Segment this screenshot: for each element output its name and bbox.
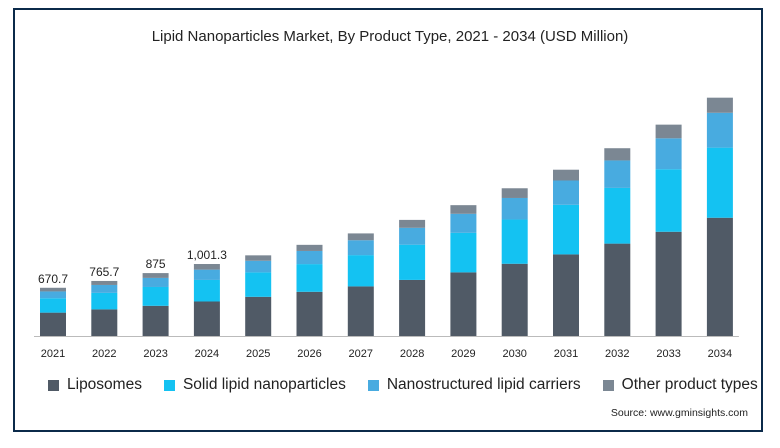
bar-segment-liposomes-2031 — [553, 254, 579, 336]
x-tick-label-2026: 2026 — [297, 348, 321, 360]
bar-segment-nanostructured-lipid-carriers-2021 — [40, 291, 66, 299]
bar-segment-other-product-types-2027 — [347, 233, 374, 241]
bar-segment-liposomes-2034 — [706, 217, 733, 336]
bar-segment-nanostructured-lipid-carriers-2023 — [142, 277, 169, 287]
bar-segment-other-product-types-2025 — [245, 255, 272, 261]
bar-segment-nanostructured-lipid-carriers-2028 — [399, 227, 426, 245]
legend-swatch — [163, 379, 175, 391]
x-tick-label-2034: 2034 — [708, 348, 732, 360]
x-tick-label-2027: 2027 — [349, 348, 373, 360]
x-tick-label-2033: 2033 — [656, 348, 680, 360]
bar-segment-nanostructured-lipid-carriers-2024 — [193, 269, 220, 280]
bar-segment-nanostructured-lipid-carriers-2031 — [553, 180, 579, 205]
bar-segment-solid-lipid-nanoparticles-2022 — [91, 292, 118, 310]
bar-segment-solid-lipid-nanoparticles-2025 — [245, 272, 272, 297]
bar-segment-liposomes-2028 — [399, 279, 426, 336]
bar-segment-liposomes-2026 — [296, 291, 323, 336]
bar-segment-other-product-types-2023 — [142, 273, 169, 278]
bar-segment-nanostructured-lipid-carriers-2022 — [91, 284, 118, 293]
data-label-2023: 875 — [146, 257, 166, 271]
x-tick-label-2025: 2025 — [246, 348, 270, 360]
bar-segment-solid-lipid-nanoparticles-2034 — [706, 147, 733, 218]
data-label-2021: 670.7 — [38, 272, 68, 286]
bar-segment-other-product-types-2022 — [91, 280, 118, 285]
x-tick-label-2032: 2032 — [605, 348, 629, 360]
bar-segment-nanostructured-lipid-carriers-2034 — [706, 112, 733, 148]
legend-swatch — [48, 379, 59, 391]
x-tick-label-2022: 2022 — [92, 348, 116, 360]
x-tick-label-2031: 2031 — [554, 348, 578, 360]
bar-segment-other-product-types-2029 — [450, 205, 477, 214]
legend-item-solid-lipid-nanoparticles: Solid lipid nanoparticles — [163, 376, 346, 394]
bar-segment-liposomes-2021 — [40, 312, 66, 336]
bar-segment-other-product-types-2024 — [193, 264, 220, 270]
data-label-2022: 765.7 — [89, 265, 119, 279]
bar-segment-solid-lipid-nanoparticles-2021 — [40, 298, 66, 313]
legend-label: Solid lipid nanoparticles — [182, 376, 346, 393]
bar-segment-liposomes-2033 — [655, 231, 682, 336]
bar-segment-other-product-types-2034 — [706, 97, 733, 113]
chart-frame — [13, 8, 763, 432]
x-tick-label-2028: 2028 — [400, 348, 424, 360]
bar-segment-other-product-types-2031 — [553, 169, 579, 181]
bar-segment-nanostructured-lipid-carriers-2027 — [347, 240, 374, 256]
data-label-2024: 1,001.3 — [187, 248, 227, 262]
legend-label: Nanostructured lipid carriers — [386, 376, 581, 393]
source-note: Source: www.gminsights.com — [610, 407, 748, 419]
chart-title: Lipid Nanoparticles Market, By Product T… — [151, 28, 629, 45]
legend-swatch — [367, 379, 379, 391]
x-tick-label-2030: 2030 — [502, 348, 526, 360]
x-tick-label-2021: 2021 — [41, 348, 65, 360]
bar-segment-liposomes-2024 — [193, 301, 220, 336]
bar-segment-solid-lipid-nanoparticles-2029 — [450, 232, 477, 273]
bar-segment-nanostructured-lipid-carriers-2033 — [655, 138, 682, 170]
bar-segment-liposomes-2022 — [91, 309, 118, 336]
bar-segment-other-product-types-2032 — [604, 148, 631, 161]
legend-item-nanostructured-lipid-carriers: Nanostructured lipid carriers — [367, 376, 581, 394]
bar-segment-other-product-types-2030 — [501, 188, 528, 198]
bar-segment-liposomes-2027 — [347, 286, 374, 336]
chart-legend: Liposomes Solid lipid nanoparticles Nanost… — [48, 376, 758, 394]
bar-segment-solid-lipid-nanoparticles-2028 — [399, 244, 426, 280]
x-tick-label-2029: 2029 — [451, 348, 475, 360]
bar-segment-solid-lipid-nanoparticles-2024 — [193, 279, 220, 302]
bar-segment-solid-lipid-nanoparticles-2023 — [142, 286, 169, 306]
bar-segment-nanostructured-lipid-carriers-2026 — [296, 250, 323, 265]
legend-label: Liposomes — [67, 376, 142, 393]
bar-segment-solid-lipid-nanoparticles-2033 — [655, 169, 682, 232]
bar-segment-liposomes-2029 — [450, 272, 477, 336]
legend-label: Other product types — [621, 376, 758, 393]
x-tick-label-2024: 2024 — [195, 348, 219, 360]
bar-segment-nanostructured-lipid-carriers-2029 — [450, 213, 477, 233]
bar-segment-solid-lipid-nanoparticles-2030 — [501, 219, 528, 264]
bar-segment-liposomes-2030 — [501, 263, 528, 336]
bar-segment-other-product-types-2026 — [296, 244, 323, 251]
bar-segment-solid-lipid-nanoparticles-2027 — [347, 255, 374, 287]
bar-segment-other-product-types-2028 — [399, 219, 426, 228]
x-tick-label-2023: 2023 — [143, 348, 167, 360]
bar-segment-liposomes-2025 — [245, 296, 272, 336]
bar-segment-nanostructured-lipid-carriers-2025 — [245, 260, 272, 273]
legend-item-liposomes: Liposomes — [48, 376, 142, 394]
legend-item-other-product-types: Other product types — [602, 376, 758, 394]
bar-segment-solid-lipid-nanoparticles-2032 — [604, 187, 631, 244]
bar-segment-liposomes-2032 — [604, 243, 631, 336]
bar-segment-nanostructured-lipid-carriers-2030 — [501, 197, 528, 220]
bar-segment-nanostructured-lipid-carriers-2032 — [604, 160, 631, 188]
bar-segment-liposomes-2023 — [142, 305, 169, 336]
bar-segment-other-product-types-2033 — [655, 124, 682, 139]
bar-segment-solid-lipid-nanoparticles-2031 — [553, 204, 579, 255]
bar-segment-solid-lipid-nanoparticles-2026 — [296, 264, 323, 292]
bar-segment-other-product-types-2021 — [40, 287, 66, 292]
legend-swatch — [602, 379, 614, 391]
